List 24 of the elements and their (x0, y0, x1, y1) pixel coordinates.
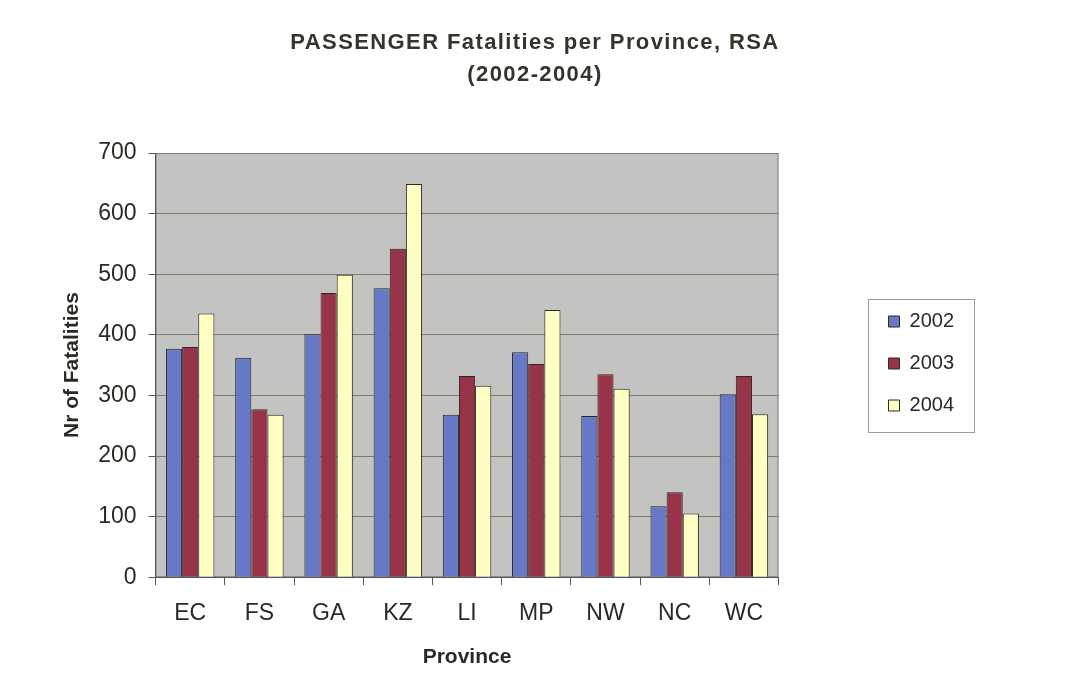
y-tick-label: 100 (98, 501, 137, 528)
legend-label: 2002 (909, 309, 955, 332)
y-tick-label: 600 (98, 198, 137, 225)
x-tick-label: NC (658, 599, 692, 626)
x-tick-label: NW (586, 599, 625, 626)
x-tick-label: GA (311, 599, 346, 626)
x-tick-label: LI (457, 599, 477, 626)
y-tick-label: 200 (98, 441, 137, 468)
y-axis-title: Nr of Fatalities (59, 292, 83, 439)
y-tick-label: 400 (98, 320, 137, 347)
x-axis-title: Province (422, 644, 512, 668)
x-tick-label: EC (174, 599, 207, 626)
chart-subtitle: (2002-2004) (466, 61, 604, 87)
x-tick-label: KZ (383, 599, 413, 626)
y-tick-label: 500 (98, 259, 137, 286)
x-tick-label: FS (244, 599, 275, 626)
legend-label: 2004 (909, 393, 955, 416)
y-tick-label: 300 (98, 380, 137, 407)
x-tick-label: WC (724, 599, 764, 626)
y-tick-label: 700 (98, 138, 137, 165)
legend-label: 2003 (909, 351, 955, 374)
x-tick-label: MP (519, 599, 554, 626)
y-tick-label: 0 (123, 562, 137, 589)
chart-title: PASSENGER Fatalities per Province, RSA (289, 29, 781, 55)
